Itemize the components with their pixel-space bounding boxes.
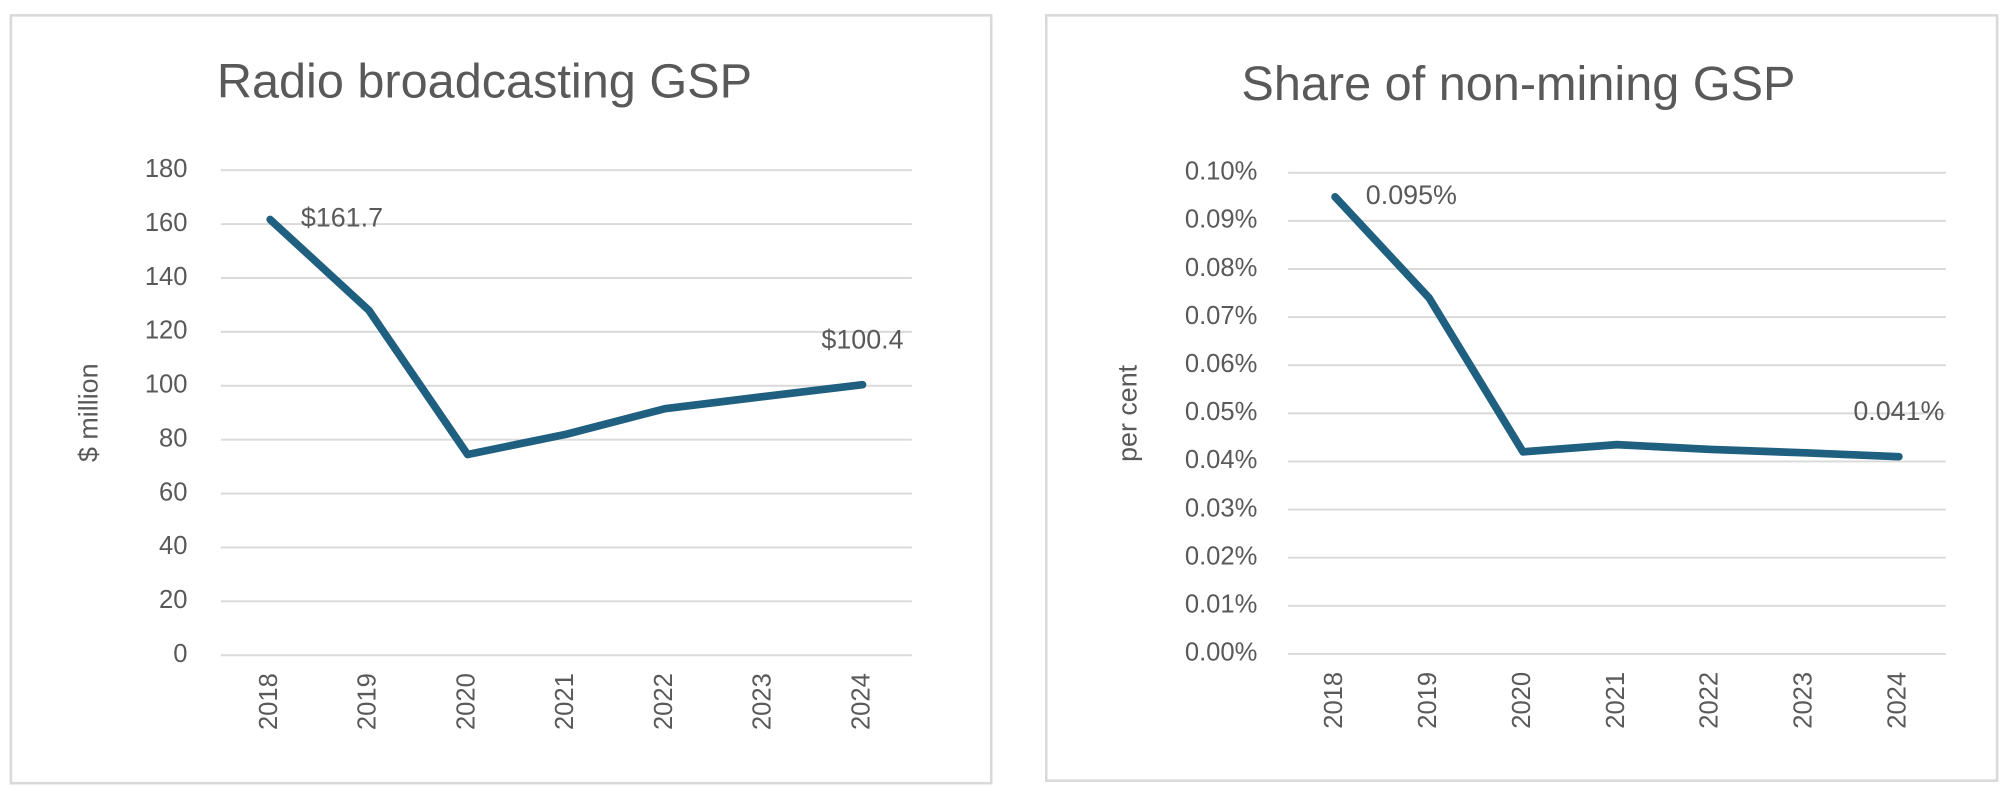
- x-tick-label: 2018: [255, 673, 283, 730]
- y-tick-label: 0.06%: [1185, 350, 1258, 378]
- x-tick-label: 2019: [1414, 672, 1442, 729]
- chart-frame: [9, 14, 993, 785]
- y-tick-label: 80: [159, 424, 187, 452]
- x-tick-label: 2024: [1884, 672, 1912, 729]
- x-tick-label: 2020: [452, 673, 480, 730]
- y-tick-label: 20: [159, 586, 187, 614]
- y-tick-label: 0.02%: [1185, 542, 1258, 570]
- y-tick-label: 40: [159, 532, 187, 560]
- y-tick-label: 0.03%: [1185, 494, 1258, 522]
- y-axis-title: $ million: [73, 363, 103, 462]
- y-tick-label: 60: [159, 478, 187, 506]
- x-tick-label: 2021: [551, 673, 579, 730]
- data-label: $100.4: [821, 324, 903, 354]
- y-tick-label: 0.09%: [1185, 206, 1258, 234]
- y-tick-label: 0.00%: [1185, 639, 1258, 667]
- x-tick-label: 2020: [1508, 672, 1536, 729]
- data-line: [266, 215, 867, 459]
- y-tick-label: 120: [145, 317, 188, 345]
- x-tick-label: 2019: [354, 673, 382, 730]
- data-label: $161.7: [301, 203, 383, 233]
- data-label: 0.041%: [1853, 396, 1944, 426]
- y-tick-label: 0.05%: [1185, 398, 1258, 426]
- y-tick-label: 0.07%: [1185, 302, 1258, 330]
- x-tick-label: 2023: [1790, 672, 1818, 729]
- y-tick-label: 140: [145, 263, 188, 291]
- y-tick-label: 0.08%: [1185, 254, 1258, 282]
- y-tick-label: 180: [145, 155, 188, 183]
- y-tick-label: 0.10%: [1185, 158, 1258, 186]
- x-tick-label: 2024: [847, 673, 875, 730]
- y-tick-label: 0.01%: [1185, 591, 1258, 619]
- x-tick-label: 2018: [1320, 672, 1348, 729]
- y-tick-label: 0.04%: [1185, 446, 1258, 474]
- x-tick-label: 2022: [650, 673, 678, 730]
- data-line: [1331, 192, 1903, 461]
- x-tick-label: 2022: [1696, 672, 1724, 729]
- x-tick-label: 2023: [749, 673, 777, 730]
- chart-title: Radio broadcasting GSP: [217, 54, 752, 108]
- x-tick-label: 2021: [1602, 672, 1630, 729]
- data-label: 0.095%: [1366, 180, 1457, 210]
- y-tick-label: 100: [145, 371, 188, 399]
- y-tick-label: 0: [173, 640, 187, 668]
- y-axis-title: per cent: [1113, 364, 1143, 462]
- chart-title: Share of non-mining GSP: [1241, 57, 1795, 111]
- y-tick-label: 160: [145, 209, 188, 237]
